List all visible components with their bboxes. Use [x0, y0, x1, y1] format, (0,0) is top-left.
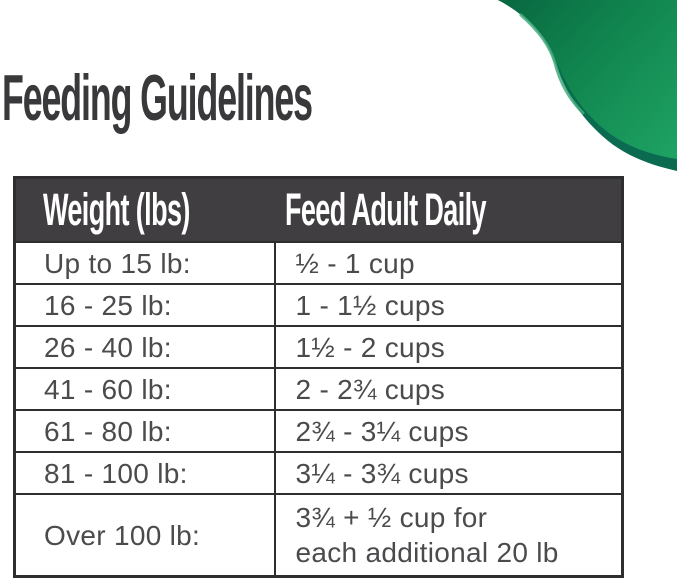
- weight-cell: Up to 15 lb:: [13, 241, 276, 285]
- table-row: 81 - 100 lb: 3¼ - 3¾ cups: [13, 451, 624, 495]
- amount-cell: 3¼ - 3¾ cups: [273, 451, 624, 495]
- amount-cell: 3¾ + ½ cup for each additional 20 lb: [273, 493, 624, 578]
- col-header-feed-label: Feed Adult Daily: [284, 184, 487, 235]
- feeding-table-body: Up to 15 lb: ½ - 1 cup 16 - 25 lb: 1 - 1½ c…: [13, 241, 624, 578]
- weight-cell: Over 100 lb:: [13, 493, 276, 578]
- weight-cell: 26 - 40 lb:: [13, 325, 276, 369]
- table-row: Over 100 lb: 3¾ + ½ cup for each addition…: [13, 493, 624, 578]
- feeding-table-container: Weight (lbs) Feed Adult Daily Up to 15 l…: [13, 176, 624, 578]
- col-header-weight-label: Weight (lbs): [43, 184, 190, 235]
- amount-cell: 2¾ - 3¼ cups: [273, 409, 624, 453]
- amount-cell: ½ - 1 cup: [273, 241, 624, 285]
- table-row: 26 - 40 lb: 1½ - 2 cups: [13, 325, 624, 369]
- table-row: Up to 15 lb: ½ - 1 cup: [13, 241, 624, 285]
- table-row: 61 - 80 lb: 2¾ - 3¼ cups: [13, 409, 624, 453]
- weight-cell: 81 - 100 lb:: [13, 451, 276, 495]
- swoosh-dark-edge: [498, 0, 677, 171]
- weight-cell: 41 - 60 lb:: [13, 367, 276, 411]
- amount-cell: 1½ - 2 cups: [273, 325, 624, 369]
- swoosh-body: [498, 0, 677, 159]
- col-header-weight: Weight (lbs): [14, 177, 275, 242]
- amount-cell: 2 - 2¾ cups: [273, 367, 624, 411]
- swoosh-highlight: [519, 13, 585, 115]
- table-row: 41 - 60 lb: 2 - 2¾ cups: [13, 367, 624, 411]
- table-header-row: Weight (lbs) Feed Adult Daily: [14, 177, 623, 242]
- table-row: 16 - 25 lb: 1 - 1½ cups: [13, 283, 624, 327]
- feeding-table: Weight (lbs) Feed Adult Daily Up to 15 l…: [13, 176, 624, 578]
- col-header-feed: Feed Adult Daily: [274, 177, 623, 242]
- page-title: Feeding Guidelines: [2, 61, 313, 134]
- amount-cell: 1 - 1½ cups: [273, 283, 624, 327]
- weight-cell: 16 - 25 lb:: [13, 283, 276, 327]
- weight-cell: 61 - 80 lb:: [13, 409, 276, 453]
